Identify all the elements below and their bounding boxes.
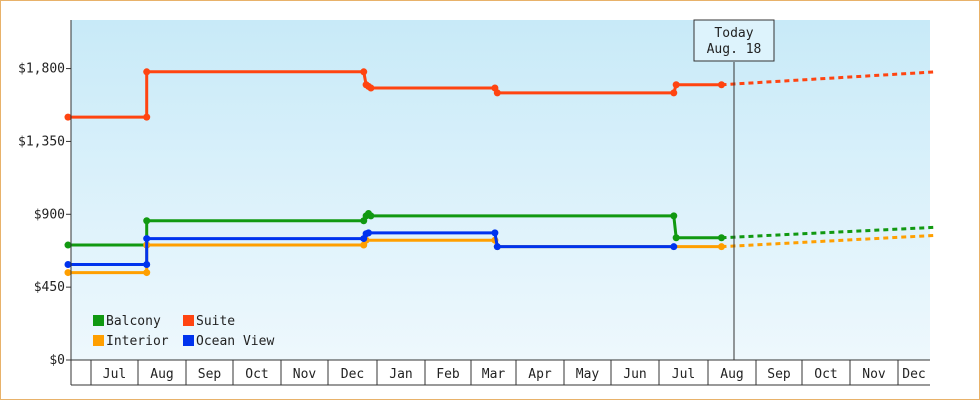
- data-point: [143, 235, 151, 243]
- data-point: [64, 113, 72, 121]
- x-tick-label: May: [576, 367, 600, 382]
- x-tick-label: Jan: [389, 367, 412, 382]
- x-tick-label: Jul: [672, 367, 695, 382]
- data-point: [670, 212, 678, 220]
- y-tick-label: $450: [34, 280, 65, 295]
- data-point: [143, 217, 151, 225]
- x-tick-label: Nov: [293, 367, 317, 382]
- data-point: [64, 260, 72, 268]
- y-tick-label: $900: [34, 207, 65, 222]
- x-tick-label: Dec: [902, 367, 925, 382]
- legend-label: Interior: [106, 334, 169, 349]
- data-point: [360, 68, 368, 76]
- data-point: [143, 113, 151, 121]
- legend-swatch: [183, 315, 194, 326]
- today-date: Aug. 18: [707, 42, 762, 57]
- y-tick-label: $1,800: [18, 62, 65, 77]
- legend-item-suite: Suite: [183, 314, 235, 329]
- today-label: Today: [714, 26, 753, 41]
- x-tick-label: Oct: [245, 367, 268, 382]
- x-tick-label: Aug: [150, 367, 173, 382]
- legend-item-balcony: Balcony: [93, 314, 161, 329]
- x-tick-label: Apr: [528, 367, 552, 382]
- today-box: [693, 19, 775, 62]
- y-tick-label: $0: [49, 353, 65, 368]
- y-tick-label: $1,350: [18, 134, 65, 149]
- x-tick-label: Dec: [341, 367, 364, 382]
- data-point: [670, 243, 678, 251]
- data-point: [64, 241, 72, 249]
- x-tick-label: Aug: [720, 367, 743, 382]
- x-tick-label: Sep: [198, 367, 222, 382]
- legend-swatch: [183, 335, 194, 346]
- legend-swatch: [93, 335, 104, 346]
- legend-label: Suite: [196, 314, 235, 329]
- series-suite: [64, 68, 937, 121]
- data-point: [670, 89, 678, 97]
- x-tick-label: Jul: [103, 367, 126, 382]
- x-tick-label: Jun: [623, 367, 646, 382]
- legend-item-ocean-view: Ocean View: [183, 334, 274, 349]
- legend-swatch: [93, 315, 104, 326]
- data-point: [365, 229, 373, 237]
- data-point: [143, 260, 151, 268]
- data-point: [493, 243, 501, 251]
- data-point: [367, 84, 375, 92]
- data-point: [64, 269, 72, 277]
- data-point: [367, 212, 375, 220]
- series-ocean-view: [64, 229, 678, 268]
- legend-label: Ocean View: [196, 334, 274, 349]
- x-tick-label: Feb: [436, 367, 460, 382]
- x-tick-label: Nov: [862, 367, 886, 382]
- data-point: [672, 234, 680, 242]
- data-point: [672, 81, 680, 89]
- data-point: [493, 89, 501, 97]
- x-tick-label: Mar: [482, 367, 506, 382]
- x-tick-label: Sep: [767, 367, 791, 382]
- data-point: [491, 229, 499, 237]
- legend-label: Balcony: [106, 314, 161, 329]
- data-point: [143, 269, 151, 277]
- data-point: [143, 68, 151, 76]
- legend-item-interior: Interior: [93, 334, 169, 349]
- x-tick-label: Oct: [814, 367, 837, 382]
- plot-background: [71, 20, 930, 360]
